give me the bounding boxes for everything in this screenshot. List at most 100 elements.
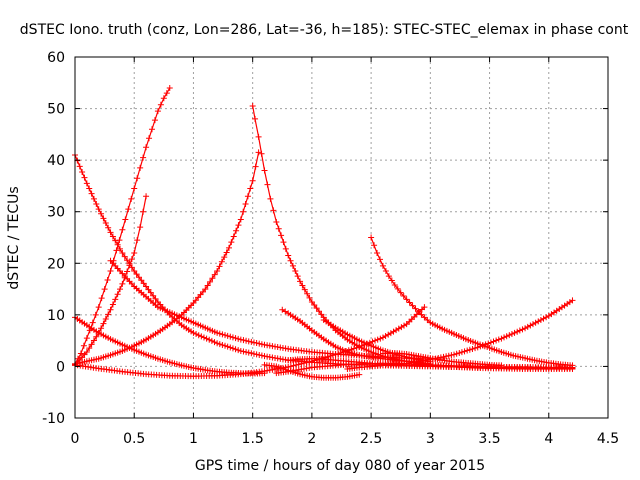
data-point	[95, 206, 102, 213]
data-point	[506, 332, 513, 339]
data-point	[445, 352, 452, 359]
plot-frame	[74, 56, 609, 419]
data-point	[351, 345, 358, 352]
data-point	[89, 319, 96, 326]
data-point	[88, 341, 95, 348]
data-point	[300, 360, 307, 367]
series-line	[74, 154, 573, 369]
data-point	[456, 349, 463, 356]
data-point	[237, 216, 244, 223]
data-point	[219, 331, 226, 338]
data-point	[256, 351, 263, 358]
data-point	[256, 340, 263, 347]
data-point	[390, 328, 397, 335]
x-axis-label: GPS time / hours of day 080 of year 2015	[195, 458, 485, 474]
data-point	[109, 233, 116, 240]
data-point	[255, 149, 262, 156]
data-point	[532, 319, 539, 326]
data-point	[243, 337, 250, 344]
data-point	[83, 335, 90, 342]
data-point	[204, 282, 211, 289]
data-point	[398, 324, 405, 331]
data-point	[313, 305, 320, 312]
data-point	[128, 256, 135, 263]
data-point	[498, 362, 505, 369]
data-point	[394, 285, 401, 292]
data-point	[395, 325, 402, 332]
data-point	[253, 340, 260, 347]
data-point	[255, 133, 262, 140]
data-point	[469, 345, 476, 352]
data-point	[223, 249, 230, 256]
data-point	[86, 345, 93, 352]
y-tick-label: 10	[47, 308, 65, 324]
data-point	[124, 268, 131, 275]
data-point	[224, 332, 231, 339]
data-point	[393, 327, 400, 334]
data-point	[377, 335, 384, 342]
data-point	[258, 150, 265, 157]
data-point	[235, 335, 242, 342]
data-point	[387, 330, 394, 337]
data-point	[318, 311, 325, 318]
y-tick-label: 50	[47, 102, 65, 118]
data-point	[137, 164, 144, 171]
data-point	[229, 345, 236, 352]
data-point	[415, 308, 422, 315]
data-point	[134, 237, 141, 244]
y-tick-label: 20	[47, 256, 65, 272]
data-point	[222, 342, 229, 349]
data-point	[230, 233, 237, 240]
data-point	[150, 292, 157, 299]
data-point	[248, 350, 255, 357]
data-point	[282, 245, 289, 252]
data-point	[202, 286, 209, 293]
data-point	[203, 335, 210, 342]
data-point	[461, 348, 468, 355]
data-point	[388, 277, 395, 284]
data-point	[93, 200, 100, 207]
data-point	[76, 163, 83, 170]
data-series	[72, 149, 262, 367]
data-point	[193, 331, 200, 338]
data-point	[487, 339, 494, 346]
data-point	[258, 341, 265, 348]
data-point	[522, 325, 529, 332]
data-point	[195, 332, 202, 339]
data-point	[140, 208, 147, 215]
y-tick-label: 30	[47, 205, 65, 221]
data-point	[146, 135, 153, 142]
data-point	[385, 331, 392, 338]
data-point	[537, 317, 544, 324]
data-point	[80, 342, 87, 349]
data-series	[249, 102, 576, 373]
data-point	[258, 352, 265, 359]
data-point	[466, 346, 473, 353]
data-point	[508, 330, 515, 337]
data-point	[154, 108, 161, 115]
data-point	[104, 277, 111, 284]
data-point	[237, 336, 244, 343]
data-point	[93, 333, 100, 340]
data-point	[221, 254, 228, 261]
data-point	[151, 117, 158, 124]
chart-title: dSTEC Iono. truth (conz, Lon=286, Lat=-3…	[20, 22, 629, 38]
data-point	[280, 239, 287, 246]
data-point	[490, 338, 497, 345]
data-point	[206, 336, 213, 343]
data-point	[458, 349, 465, 356]
data-point	[409, 302, 416, 309]
data-point	[451, 351, 458, 358]
x-tick-label: 4	[544, 431, 553, 447]
data-point	[98, 325, 105, 332]
data-point	[214, 329, 221, 336]
data-point	[298, 360, 305, 367]
data-point	[216, 263, 223, 270]
data-point	[86, 185, 93, 192]
data-point	[472, 345, 479, 352]
data-point	[100, 320, 107, 327]
axis-ticks: 0 0.5 1 1.5 2 2.5 3 3.5 4 4.5 -10 0 10 20 30 40 50 60	[42, 50, 619, 447]
data-point	[77, 350, 84, 357]
data-point	[401, 322, 408, 329]
data-series	[107, 257, 434, 363]
